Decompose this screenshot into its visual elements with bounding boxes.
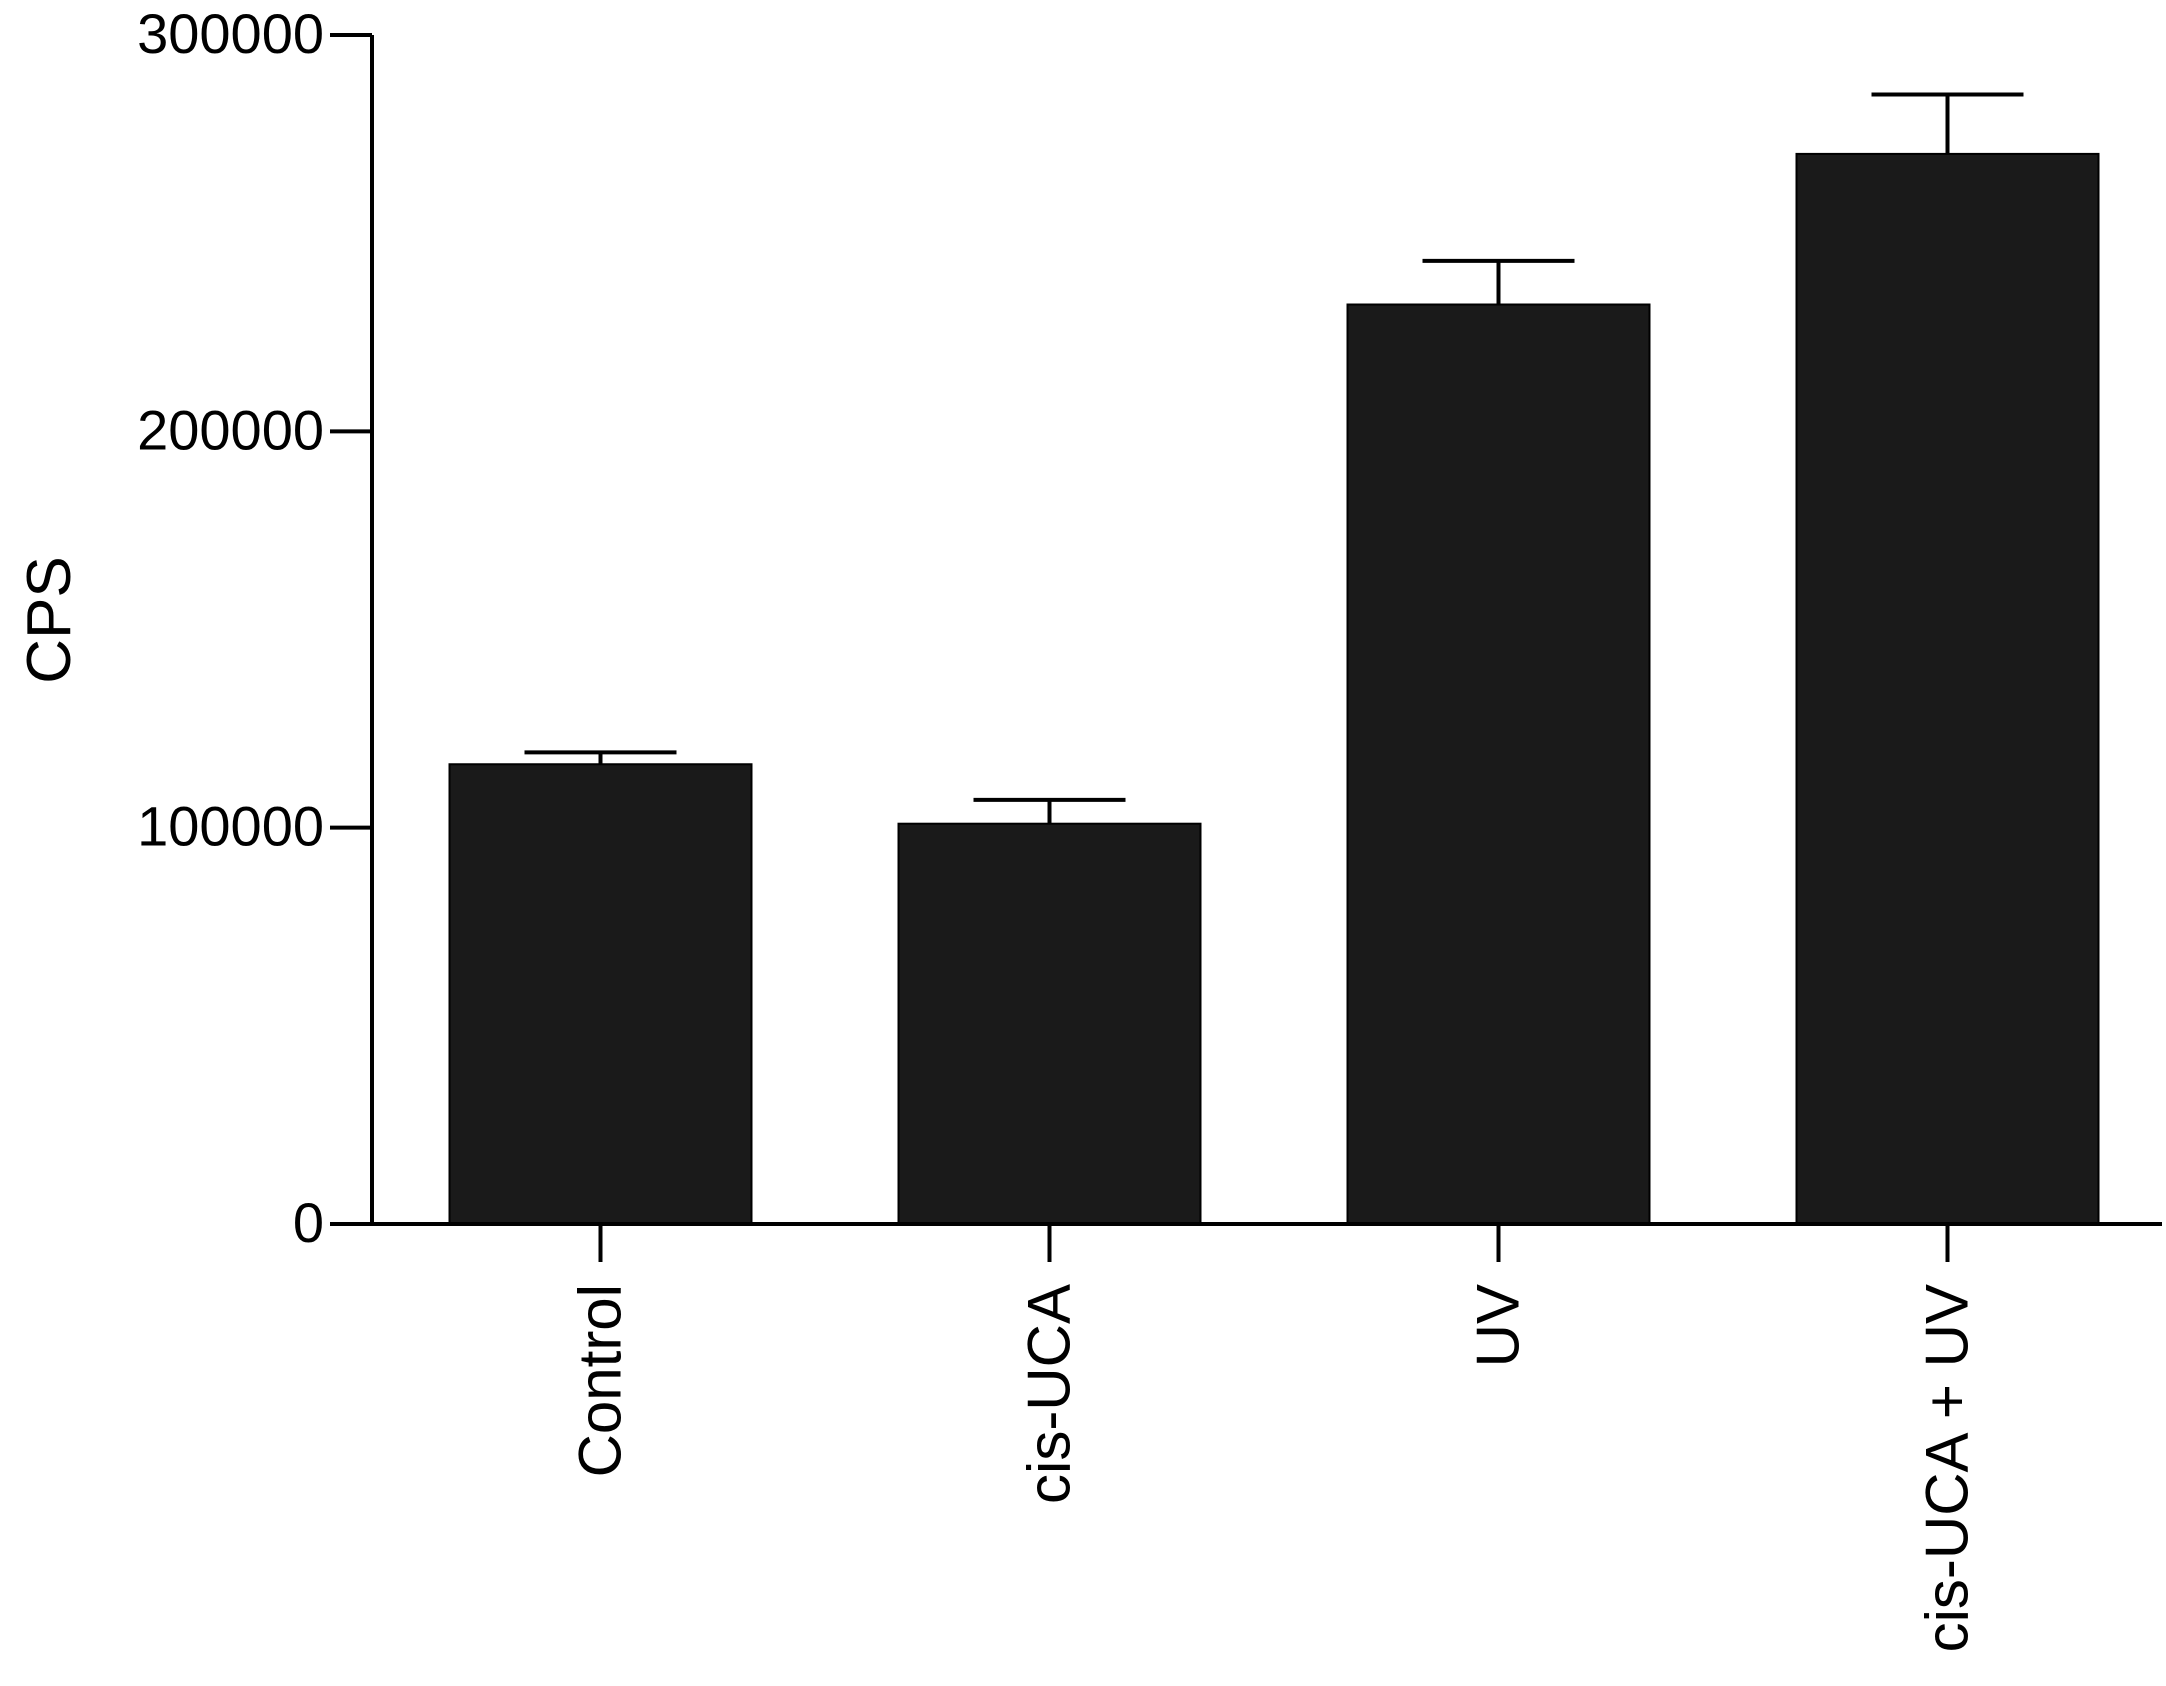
- bar: [897, 822, 1202, 1225]
- x-category-label: UV: [1465, 1284, 1532, 1367]
- y-tick-label: 0: [293, 1191, 324, 1254]
- bar: [1346, 303, 1651, 1225]
- bar: [1795, 152, 2100, 1225]
- axes-layer: [330, 35, 2162, 1226]
- y-ticks-layer: 0 100000 200000 300000: [137, 2, 372, 1254]
- y-tick-label: 300000: [137, 2, 324, 65]
- y-tick-label: 100000: [137, 795, 324, 858]
- error-bars-layer: [524, 92, 2024, 824]
- x-category-label: cis-UCA + UV: [1914, 1284, 1981, 1652]
- bars-layer: [448, 152, 2100, 1226]
- x-category-label: Control: [567, 1284, 634, 1477]
- x-category-label: cis-UCA: [1016, 1284, 1083, 1504]
- y-tick-label: 200000: [137, 398, 324, 461]
- y-axis-title: CPS: [15, 556, 84, 683]
- bar: [448, 763, 753, 1226]
- x-ticks-layer: Control cis-UCA UV cis-UCA + UV: [567, 1224, 1981, 1652]
